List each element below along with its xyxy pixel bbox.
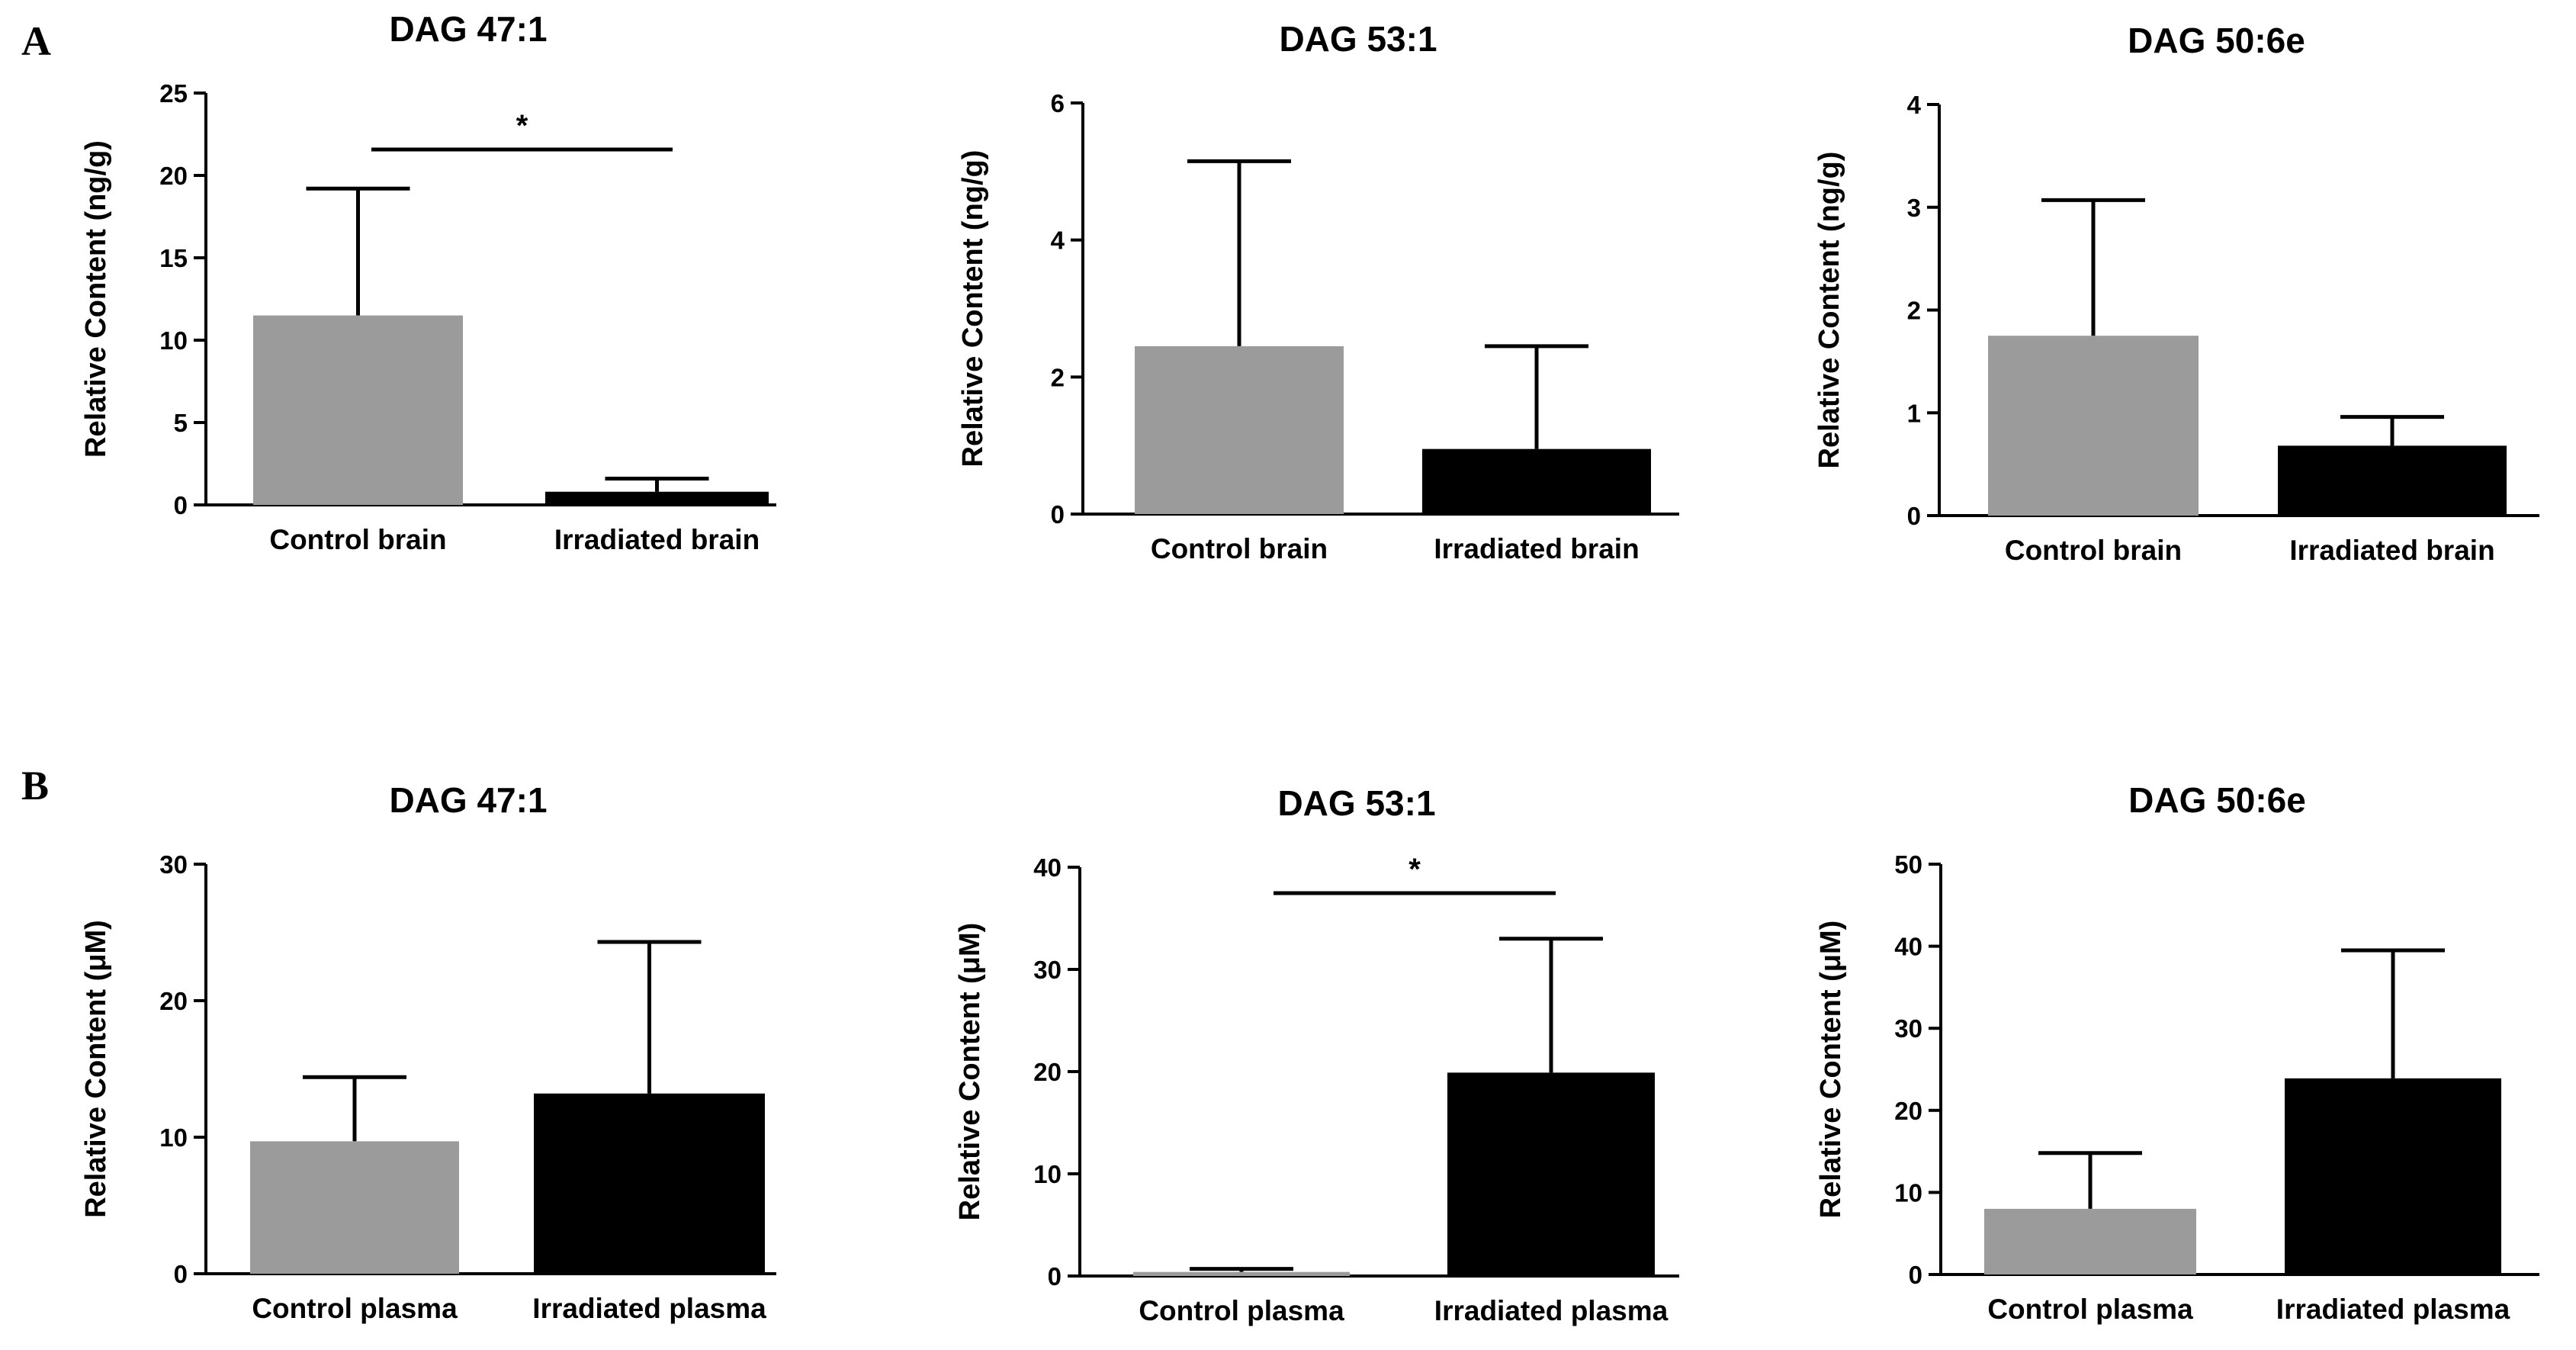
chart-title: DAG 53:1: [1279, 19, 1437, 59]
chart-3: DAG 50:6e Relative Content (ng/g) 0 1 2 3 4 Con…: [1813, 21, 2539, 566]
panel-label-b: B: [21, 763, 49, 808]
bar-irradiated: [545, 491, 769, 505]
significance-star: *: [1408, 853, 1421, 886]
y-tick-label: 40: [1894, 933, 1922, 961]
y-tick-label: 30: [1033, 956, 1062, 984]
chart-title: DAG 50:6e: [2128, 780, 2306, 820]
bar-control: [1984, 1208, 2196, 1274]
category-label: Control brain: [2005, 535, 2182, 566]
chart-title: DAG 53:1: [1277, 783, 1435, 823]
y-axis-title: Relative Content (μM): [80, 920, 112, 1218]
category-label: Control brain: [1151, 533, 1328, 564]
chart-6: DAG 50:6e Relative Content (μM) 0 10 20 30 40 5…: [1815, 780, 2539, 1325]
chart-title: DAG 50:6e: [2128, 21, 2305, 60]
y-tick-label: 10: [159, 1123, 188, 1152]
y-tick-label: 0: [1048, 1262, 1062, 1291]
bar-irradiated: [2278, 445, 2507, 516]
bar-control: [253, 315, 463, 505]
y-tick-label: 3: [1907, 194, 1921, 222]
y-tick-label: 20: [159, 162, 188, 190]
y-axis-title: Relative Content (ng/g): [80, 140, 112, 458]
chart-2: DAG 53:1 Relative Content (ng/g) 0 2 4 6 Contr…: [957, 19, 1679, 564]
bar-control: [1133, 1271, 1350, 1276]
y-tick-label: 1: [1907, 399, 1921, 427]
category-label: Irradiated brain: [2289, 535, 2494, 566]
y-tick-label: 4: [1907, 91, 1922, 119]
chart-5: DAG 53:1 Relative Content (μM) 0 10 20 30 40 Co…: [954, 783, 1679, 1326]
category-label: Irradiated plasma: [1434, 1295, 1669, 1326]
bar-irradiated: [534, 1093, 765, 1274]
y-axis-title: Relative Content (μM): [954, 923, 986, 1221]
chart-title: DAG 47:1: [389, 9, 547, 49]
y-tick-label: 5: [174, 409, 188, 437]
y-tick-label: 2: [1907, 297, 1921, 325]
y-tick-label: 30: [1894, 1014, 1922, 1043]
category-label: Control plasma: [1139, 1295, 1344, 1326]
bar-irradiated: [2285, 1078, 2501, 1274]
chart-title: DAG 47:1: [389, 780, 547, 820]
category-label: Control brain: [269, 524, 446, 555]
y-tick-label: 50: [1894, 850, 1922, 879]
category-label: Irradiated brain: [554, 524, 760, 555]
significance-star: *: [516, 109, 528, 143]
category-label: Irradiated brain: [1434, 533, 1639, 564]
y-tick-label: 0: [174, 491, 188, 519]
chart-4: DAG 47:1 Relative Content (μM) 0 10 20 30 Cont…: [80, 780, 776, 1324]
y-tick-label: 10: [1894, 1178, 1922, 1207]
chart-1: DAG 47:1 Relative Content (ng/g) 0 5 10 15 20 2…: [80, 9, 776, 555]
y-tick-label: 0: [1907, 502, 1921, 530]
y-tick-label: 15: [159, 244, 188, 272]
y-axis-title: Relative Content (ng/g): [1813, 152, 1845, 469]
y-tick-label: 30: [159, 850, 188, 879]
y-tick-label: 0: [174, 1260, 188, 1288]
bar-irradiated: [1447, 1072, 1655, 1276]
y-axis-title: Relative Content (μM): [1815, 921, 1847, 1219]
category-label: Control plasma: [1987, 1294, 2193, 1325]
y-tick-label: 25: [159, 79, 188, 108]
y-tick-label: 20: [159, 987, 188, 1015]
y-tick-label: 0: [1909, 1261, 1922, 1289]
y-tick-label: 10: [159, 326, 188, 355]
y-tick-label: 10: [1033, 1160, 1062, 1188]
category-label: Control plasma: [252, 1293, 458, 1324]
y-axis-title: Relative Content (ng/g): [957, 150, 989, 468]
bar-control: [250, 1141, 459, 1274]
y-tick-label: 40: [1033, 853, 1062, 882]
panel-label-a: A: [21, 18, 51, 64]
y-tick-label: 20: [1033, 1058, 1062, 1086]
y-tick-label: 20: [1894, 1097, 1922, 1125]
y-tick-label: 2: [1051, 363, 1065, 391]
category-label: Irradiated plasma: [2276, 1294, 2510, 1325]
bar-control: [1988, 336, 2199, 516]
bar-irradiated: [1422, 448, 1651, 514]
y-tick-label: 0: [1051, 500, 1065, 529]
category-label: Irradiated plasma: [532, 1293, 766, 1324]
y-tick-label: 4: [1051, 227, 1065, 255]
y-tick-label: 6: [1051, 89, 1065, 117]
bar-control: [1135, 346, 1344, 514]
